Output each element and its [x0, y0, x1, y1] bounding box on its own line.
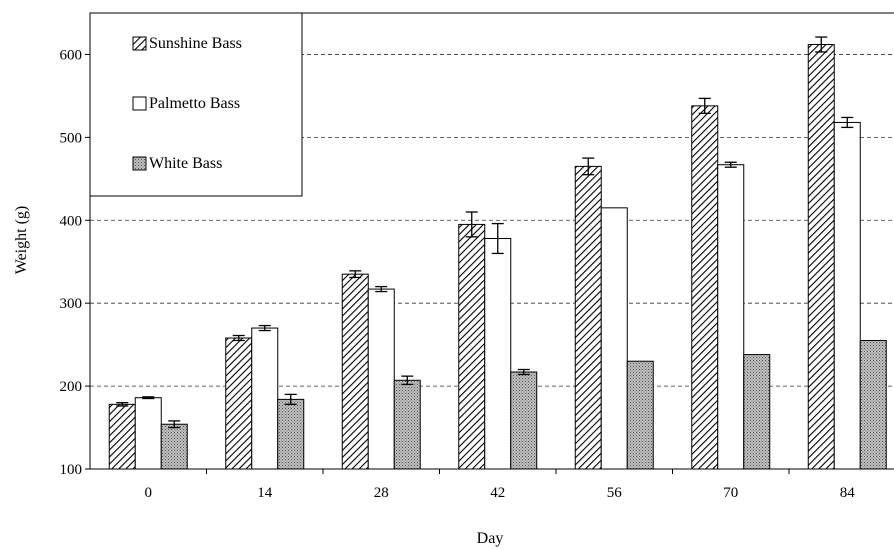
y-tick-label: 200	[60, 379, 83, 395]
bar-sunshine-bass-day-42	[458, 223, 486, 470]
bar-sunshine-bass-day-56	[574, 165, 602, 470]
legend-label: Sunshine Bass	[149, 35, 242, 52]
y-axis-label: Weight (g)	[13, 206, 30, 274]
bar-palmetto-bass-day-42	[484, 238, 512, 470]
bar-white-bass-day-84	[859, 339, 887, 470]
bar-palmetto-bass-day-84	[833, 121, 861, 470]
bar-sunshine-bass-day-14	[225, 337, 253, 470]
legend: Sunshine Bass Palmetto Bass White Bass	[89, 12, 303, 197]
legend-swatch-sunshine-bass	[132, 36, 147, 51]
y-tick-label: 100	[60, 462, 83, 478]
bar-palmetto-bass-day-56	[600, 207, 628, 470]
x-tick-label: 0	[145, 485, 153, 501]
bar-sunshine-bass-day-70	[691, 105, 719, 470]
bar-white-bass-day-42	[510, 371, 538, 470]
bar-sunshine-bass-day-0	[108, 403, 136, 470]
legend-swatch-palmetto-bass	[132, 96, 147, 111]
bar-sunshine-bass-day-28	[341, 273, 369, 470]
bar-palmetto-bass-day-70	[717, 164, 745, 470]
x-tick-label: 42	[490, 485, 505, 501]
legend-label: White Bass	[149, 155, 222, 172]
bar-white-bass-day-28	[393, 379, 421, 470]
bar-palmetto-bass-day-28	[367, 288, 395, 470]
x-axis-label: Day	[477, 530, 504, 547]
y-tick-label: 500	[60, 130, 83, 146]
bar-white-bass-day-14	[277, 398, 305, 470]
bar-palmetto-bass-day-0	[134, 397, 162, 470]
x-tick-label: 28	[374, 485, 389, 501]
y-tick-label: 400	[60, 213, 83, 229]
legend-label: Palmetto Bass	[149, 95, 240, 112]
x-tick-label: 70	[723, 485, 738, 501]
y-tick-label: 600	[60, 47, 83, 63]
bar-palmetto-bass-day-14	[251, 327, 279, 470]
legend-swatch-white-bass	[132, 156, 147, 171]
bar-white-bass-day-70	[743, 354, 771, 470]
x-tick-label: 56	[607, 485, 623, 501]
tick-labels: 100 200 300 400 500 600 0 14 28 42 56 70 84	[60, 47, 856, 501]
x-tick-label: 14	[257, 485, 273, 501]
y-tick-label: 300	[60, 296, 83, 312]
x-tick-label: 84	[840, 485, 856, 501]
bar-white-bass-day-0	[160, 423, 188, 470]
legend-box	[89, 12, 303, 197]
bar-sunshine-bass-day-84	[807, 44, 835, 470]
bar-white-bass-day-56	[626, 360, 654, 470]
